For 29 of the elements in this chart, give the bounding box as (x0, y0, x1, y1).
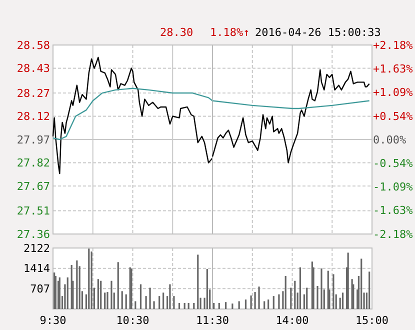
text: -0.54% (373, 156, 413, 170)
y-tick-label: 27.82 (16, 156, 50, 170)
x-tick-label: 15:00 (355, 314, 389, 327)
text: 28.30 (160, 26, 194, 39)
text: +2.18% (373, 38, 413, 52)
x-tick-label: 11:30 (196, 314, 230, 327)
y-tick-label: 1414 (24, 262, 50, 276)
y-tick-label: 28.43 (16, 62, 50, 76)
y-tick-label: 27.97 (16, 133, 50, 146)
y-tick-label: 28.12 (16, 110, 50, 124)
y-tick-label: 28.58 (16, 38, 50, 52)
text: 2016-04-26 15:00:33 (255, 26, 381, 39)
text: 0.00% (373, 133, 406, 146)
text: -1.63% (373, 204, 413, 218)
x-tick-label: 10:30 (116, 314, 150, 327)
text: -1.09% (373, 180, 413, 194)
y-tick-label: 2122 (24, 242, 50, 255)
text: 1.18%↑ (210, 26, 250, 39)
text: +1.63% (373, 62, 413, 76)
y-tick-label: 28.27 (16, 86, 50, 100)
x-tick-label: 9:30 (40, 314, 66, 327)
text: +1.09% (373, 86, 413, 100)
y-tick-label: 27.67 (16, 180, 50, 193)
x-tick-label: 14:00 (276, 314, 309, 327)
y-tick-label: 27.36 (16, 228, 50, 241)
text: -2.18% (373, 228, 413, 241)
y-tick-label: 27.51 (16, 204, 50, 218)
y-tick-label: 707 (30, 282, 50, 296)
text: +0.54% (373, 110, 413, 123)
